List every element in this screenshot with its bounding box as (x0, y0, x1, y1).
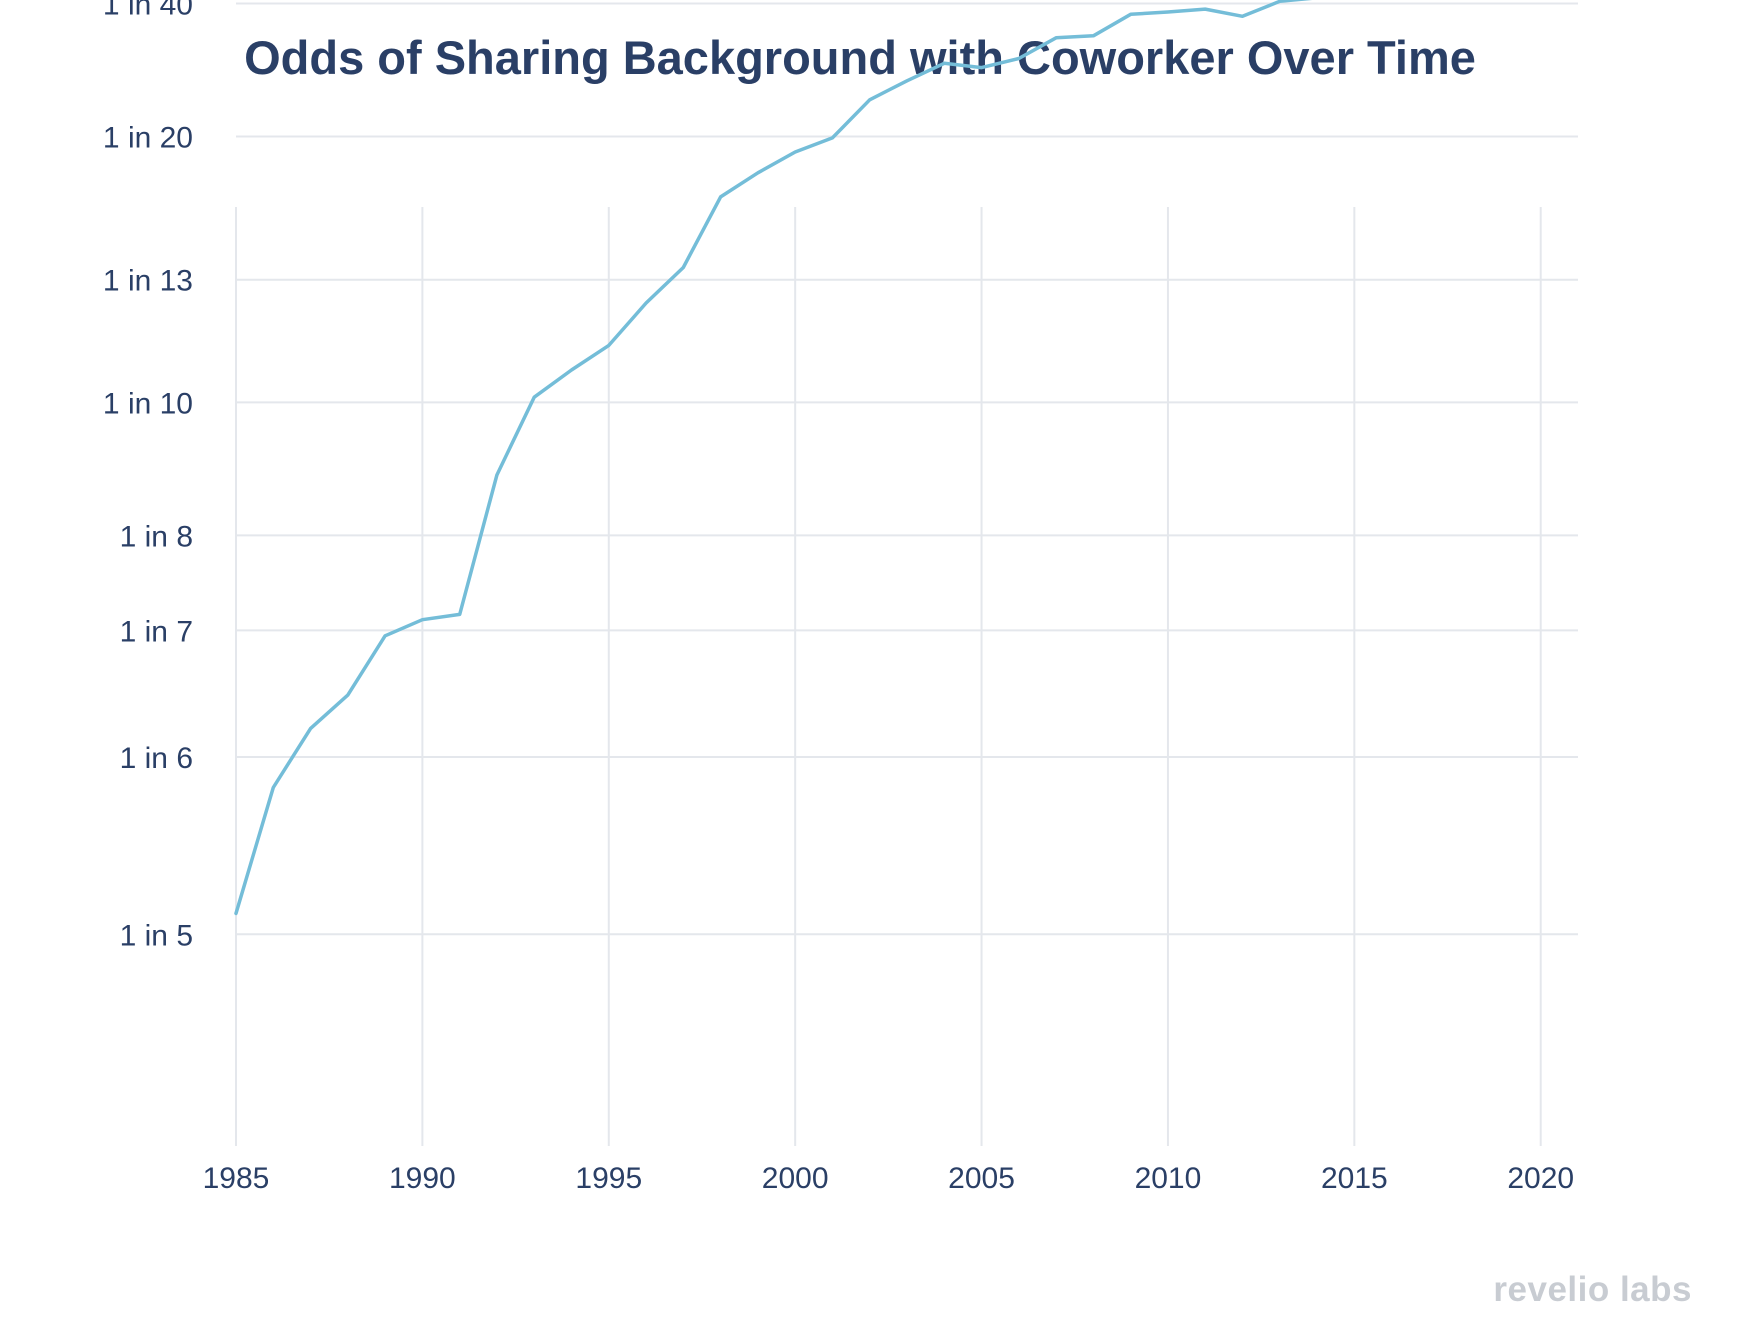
x-gridlines (235, 207, 1542, 1146)
x-tick-label-2005: 2005 (948, 1162, 1015, 1195)
y-tick-label-20: 1 in 20 (103, 122, 193, 155)
x-tick-label-2010: 2010 (1135, 1162, 1202, 1195)
revelio-labs-logo: revelio labs (1493, 1270, 1692, 1309)
x-tick-label-1985: 1985 (203, 1162, 270, 1195)
y-tick-label-5: 1 in 5 (120, 919, 193, 952)
y-tick-label-6: 1 in 6 (120, 742, 193, 775)
series-line-0 (234, 0, 1313, 916)
x-tick-label-2015: 2015 (1321, 1162, 1388, 1195)
y-tick-label-10: 1 in 10 (103, 387, 193, 420)
x-tick-label-1995: 1995 (575, 1162, 642, 1195)
y-axis-tick-labels: 1 in 5 1 in 6 1 in 7 1 in 8 1 in 10 1 in 13 1 … (103, 0, 193, 952)
x-tick-label-2020: 2020 (1507, 1162, 1574, 1195)
y-gridlines (236, 2, 1578, 936)
y-tick-label-8: 1 in 8 (120, 520, 193, 553)
x-tick-label-1990: 1990 (389, 1162, 456, 1195)
series-group (234, 0, 1313, 916)
chart-title: Odds of Sharing Background with Coworker… (244, 31, 1476, 84)
y-tick-label-7: 1 in 7 (120, 615, 193, 648)
x-axis-tick-labels: 1985 1990 1995 2000 2005 2010 2015 2020 (203, 1162, 1574, 1195)
y-tick-label-13: 1 in 13 (103, 265, 193, 298)
y-tick-label-40: 1 in 40 (103, 0, 193, 22)
x-tick-label-2000: 2000 (762, 1162, 829, 1195)
